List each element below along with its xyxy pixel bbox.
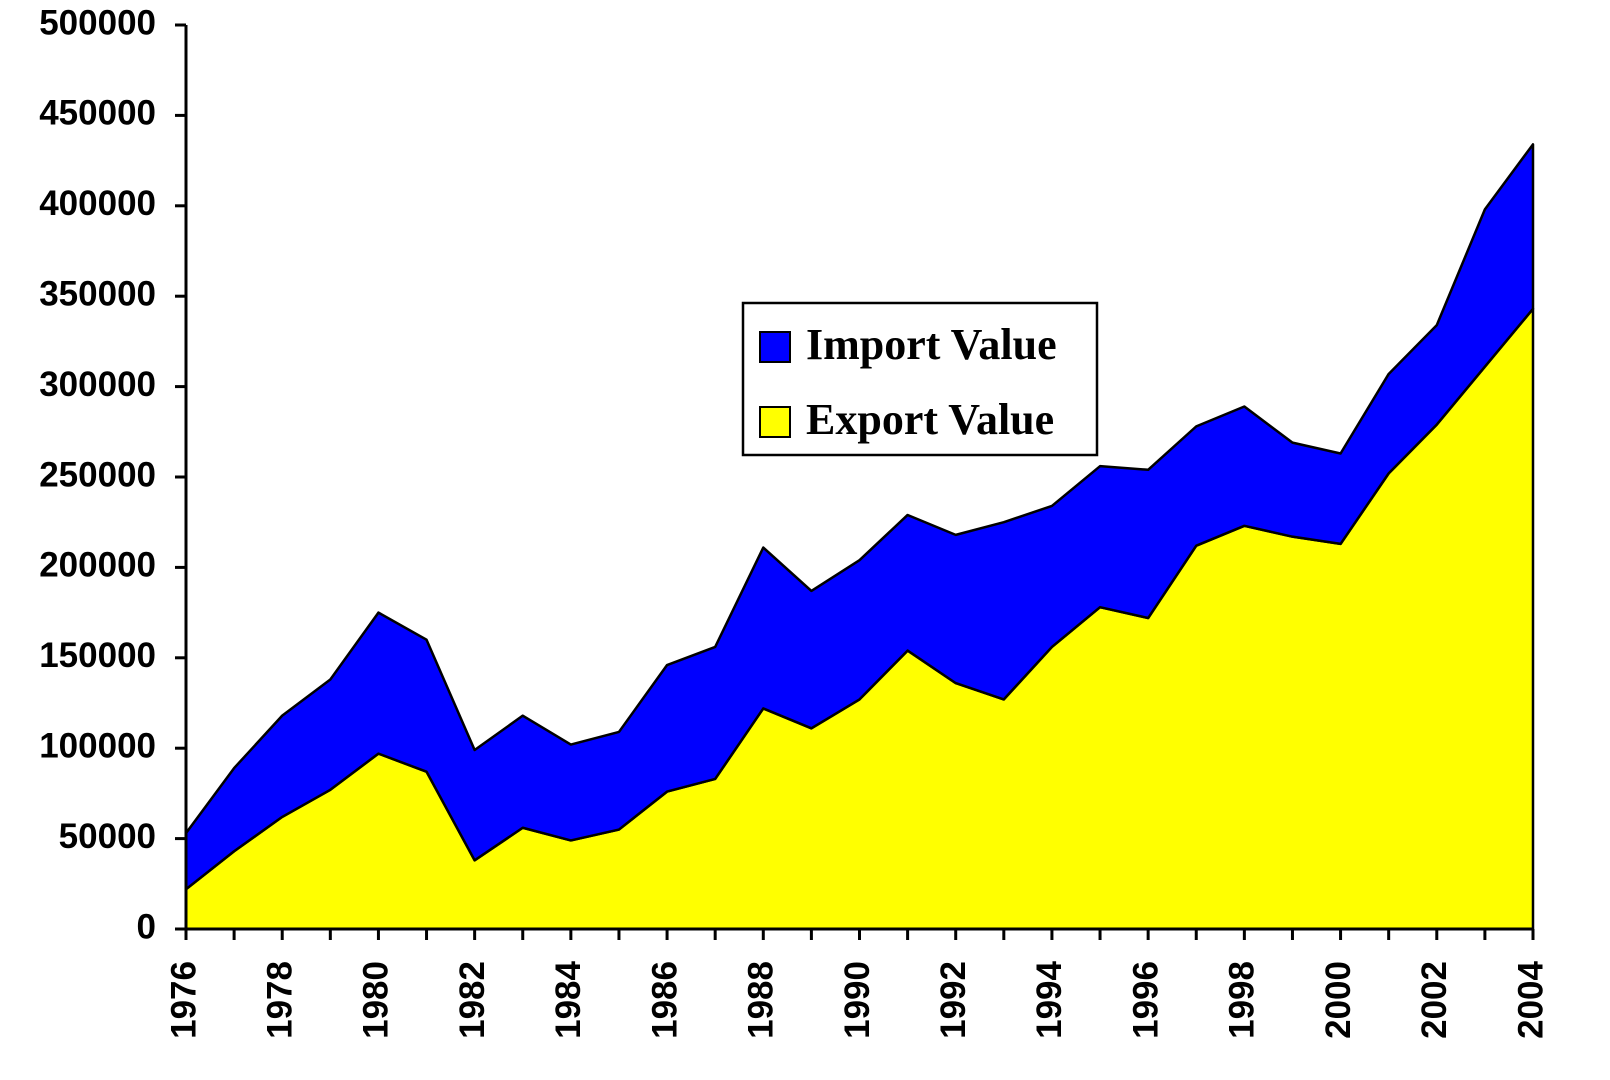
y-tick-label: 200000 — [39, 546, 156, 585]
y-tick-label: 250000 — [39, 455, 156, 494]
area — [184, 143, 1535, 891]
x-tick-label: 1998 — [1223, 961, 1262, 1039]
legend-label: Export Value — [806, 395, 1054, 444]
legend-label: Import Value — [806, 320, 1057, 369]
x-tick-label: 1992 — [934, 961, 973, 1039]
x-tick-label: 1976 — [164, 961, 203, 1039]
x-tick-label: 1982 — [453, 961, 492, 1039]
x-tick-label: 1978 — [260, 961, 299, 1039]
legend-box — [741, 301, 1099, 457]
x-tick-label: 1984 — [549, 960, 588, 1038]
legend-swatch — [759, 406, 791, 438]
y-tick-label: 50000 — [59, 817, 156, 856]
x-tick-label: 2000 — [1319, 961, 1358, 1039]
y-tick-label: 150000 — [39, 636, 156, 675]
y-tick-label: 400000 — [39, 184, 156, 223]
x-tick-label: 1990 — [838, 961, 877, 1039]
x-tick-label: 1994 — [1030, 960, 1069, 1038]
x-tick-label: 1988 — [742, 961, 781, 1039]
x-tick-label: 1986 — [645, 961, 684, 1039]
y-tick-label: 500000 — [39, 3, 156, 42]
y-tick-label: 350000 — [39, 274, 156, 313]
x-tick-label: 1996 — [1126, 961, 1165, 1039]
y-tick-label: 100000 — [39, 726, 156, 765]
y-tick-label: 450000 — [39, 94, 156, 133]
y-tick-label: 300000 — [39, 365, 156, 404]
y-tick-label: 0 — [137, 907, 156, 946]
legend-swatch — [759, 331, 791, 363]
x-tick-label: 2002 — [1415, 961, 1454, 1039]
x-tick-label: 1980 — [357, 961, 396, 1039]
x-tick-label: 2004 — [1511, 960, 1550, 1038]
